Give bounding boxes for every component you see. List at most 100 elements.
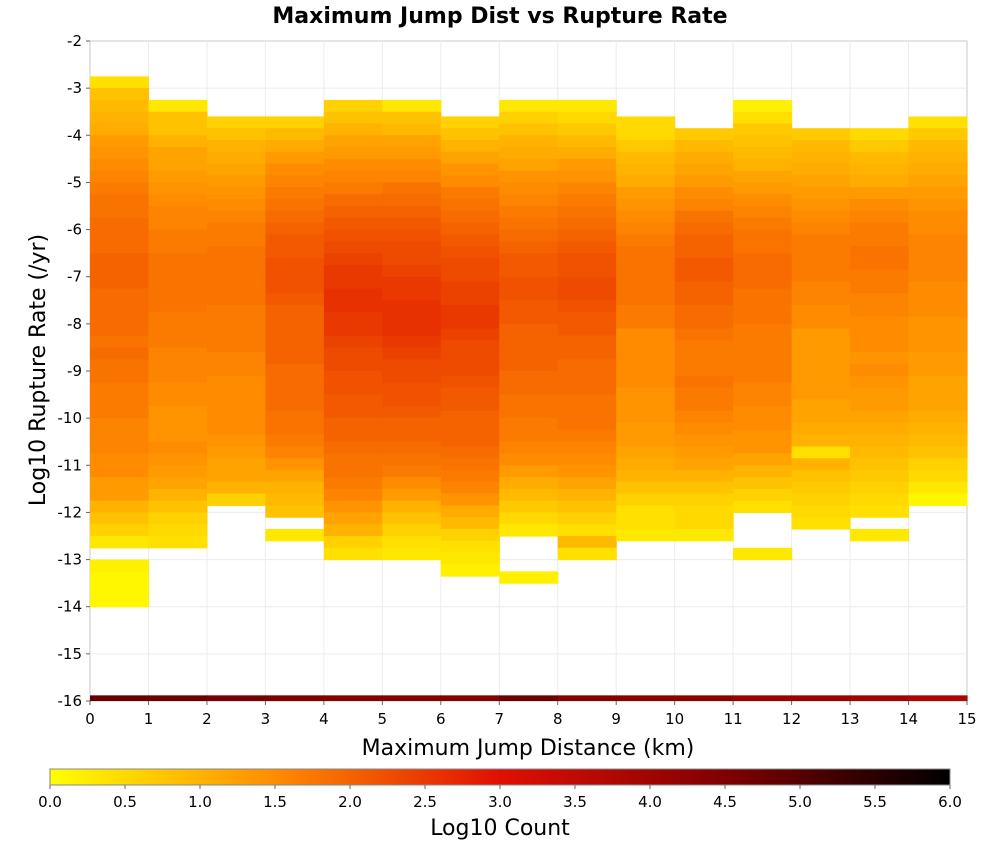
heatmap-cell <box>90 158 150 172</box>
heatmap-cell <box>323 264 383 278</box>
heatmap-cell <box>850 140 910 153</box>
heatmap-cell <box>850 269 910 283</box>
heatmap-cell <box>323 406 383 419</box>
heatmap-cell <box>323 465 383 478</box>
heatmap-cell <box>148 253 208 266</box>
heatmap-cell <box>323 536 383 549</box>
heatmap-cell <box>90 465 150 478</box>
heatmap-cell <box>499 253 559 266</box>
heatmap-cell <box>323 182 383 195</box>
heatmap-cell <box>148 429 208 443</box>
heatmap-cell <box>323 158 383 172</box>
heatmap-cell <box>791 293 851 306</box>
heatmap-cell <box>440 564 500 577</box>
heatmap-cell <box>791 387 851 400</box>
heatmap-cell <box>733 300 793 313</box>
heatmap-cell <box>557 394 617 407</box>
heatmap-cell <box>265 293 325 306</box>
heatmap-cell <box>90 241 150 254</box>
heatmap-cell <box>440 198 500 212</box>
heatmap-cell <box>323 382 383 396</box>
heatmap-cell <box>382 229 442 242</box>
heatmap-cell <box>557 276 617 290</box>
heatmap-cell <box>323 453 383 466</box>
heatmap-cell <box>733 323 793 337</box>
heatmap-cell <box>323 229 383 242</box>
heatmap-cell <box>206 246 266 259</box>
heatmap-cell <box>206 363 266 377</box>
heatmap-cell <box>382 170 442 184</box>
heatmap-cell <box>148 123 208 136</box>
heatmap-cell <box>148 99 208 113</box>
heatmap-cell <box>440 316 500 330</box>
heatmap-cell <box>499 571 559 584</box>
heatmap-cell <box>440 470 500 483</box>
heatmap-cell <box>557 524 617 537</box>
heatmap-cell <box>733 241 793 254</box>
colorbar-tick-label: 1.5 <box>263 793 287 811</box>
heatmap-cell <box>733 312 793 325</box>
heatmap-cell <box>499 371 559 384</box>
heatmap-cell <box>850 352 910 365</box>
heatmap-cell <box>674 305 734 318</box>
heatmap-cell <box>148 264 208 278</box>
heatmap-cell <box>791 352 851 365</box>
heatmap-cell <box>382 147 442 160</box>
heatmap-cell <box>323 300 383 313</box>
heatmap-cell <box>265 458 325 471</box>
heatmap-cell <box>382 312 442 325</box>
heatmap-cell <box>791 198 851 212</box>
heatmap-cell <box>323 194 383 207</box>
heatmap-cell <box>90 477 150 490</box>
heatmap-cell <box>908 293 968 306</box>
heatmap-cell <box>265 151 325 165</box>
heatmap-cell <box>908 140 968 153</box>
heatmap-cell <box>908 470 968 483</box>
heatmap-cell <box>206 140 266 153</box>
heatmap-cell <box>850 151 910 165</box>
heatmap-cell <box>148 536 208 549</box>
x-tick-label: 5 <box>378 710 388 728</box>
heatmap-cell <box>90 217 150 231</box>
heatmap-cell <box>850 422 910 436</box>
heatmap-cell <box>791 493 851 506</box>
heatmap-cell <box>557 182 617 195</box>
heatmap-cell <box>382 359 442 372</box>
heatmap-cell <box>674 695 734 701</box>
heatmap-cell <box>265 210 325 224</box>
heatmap-cell <box>674 257 734 271</box>
heatmap-cell <box>674 210 734 224</box>
heatmap-cell <box>382 394 442 407</box>
heatmap-cell <box>382 135 442 148</box>
heatmap-cell <box>850 175 910 188</box>
heatmap-cell <box>499 465 559 478</box>
heatmap-cell <box>148 312 208 325</box>
heatmap-cell <box>908 269 968 283</box>
heatmap-cell <box>557 217 617 231</box>
heatmap-cell <box>499 335 559 349</box>
heatmap-cell <box>323 206 383 219</box>
heatmap-cell <box>557 323 617 337</box>
heatmap-cell <box>90 300 150 313</box>
heatmap-cell <box>382 194 442 207</box>
heatmap-cell <box>733 206 793 219</box>
heatmap-cell <box>791 269 851 283</box>
heatmap-cell <box>265 505 325 518</box>
heatmap-cell <box>674 187 734 200</box>
heatmap-cell <box>557 264 617 278</box>
heatmap-cell <box>557 147 617 160</box>
heatmap-cell <box>850 434 910 448</box>
heatmap-cell <box>499 394 559 407</box>
heatmap-cell <box>733 147 793 160</box>
heatmap-cell <box>616 458 676 471</box>
heatmap-cell <box>674 375 734 389</box>
heatmap-cell <box>206 328 266 341</box>
heatmap-cell <box>791 328 851 341</box>
heatmap-cell <box>908 363 968 377</box>
x-tick-label: 4 <box>319 710 329 728</box>
heatmap-cell <box>440 151 500 165</box>
heatmap-cell <box>148 241 208 254</box>
heatmap-cell <box>148 695 208 701</box>
heatmap-cell <box>90 312 150 325</box>
